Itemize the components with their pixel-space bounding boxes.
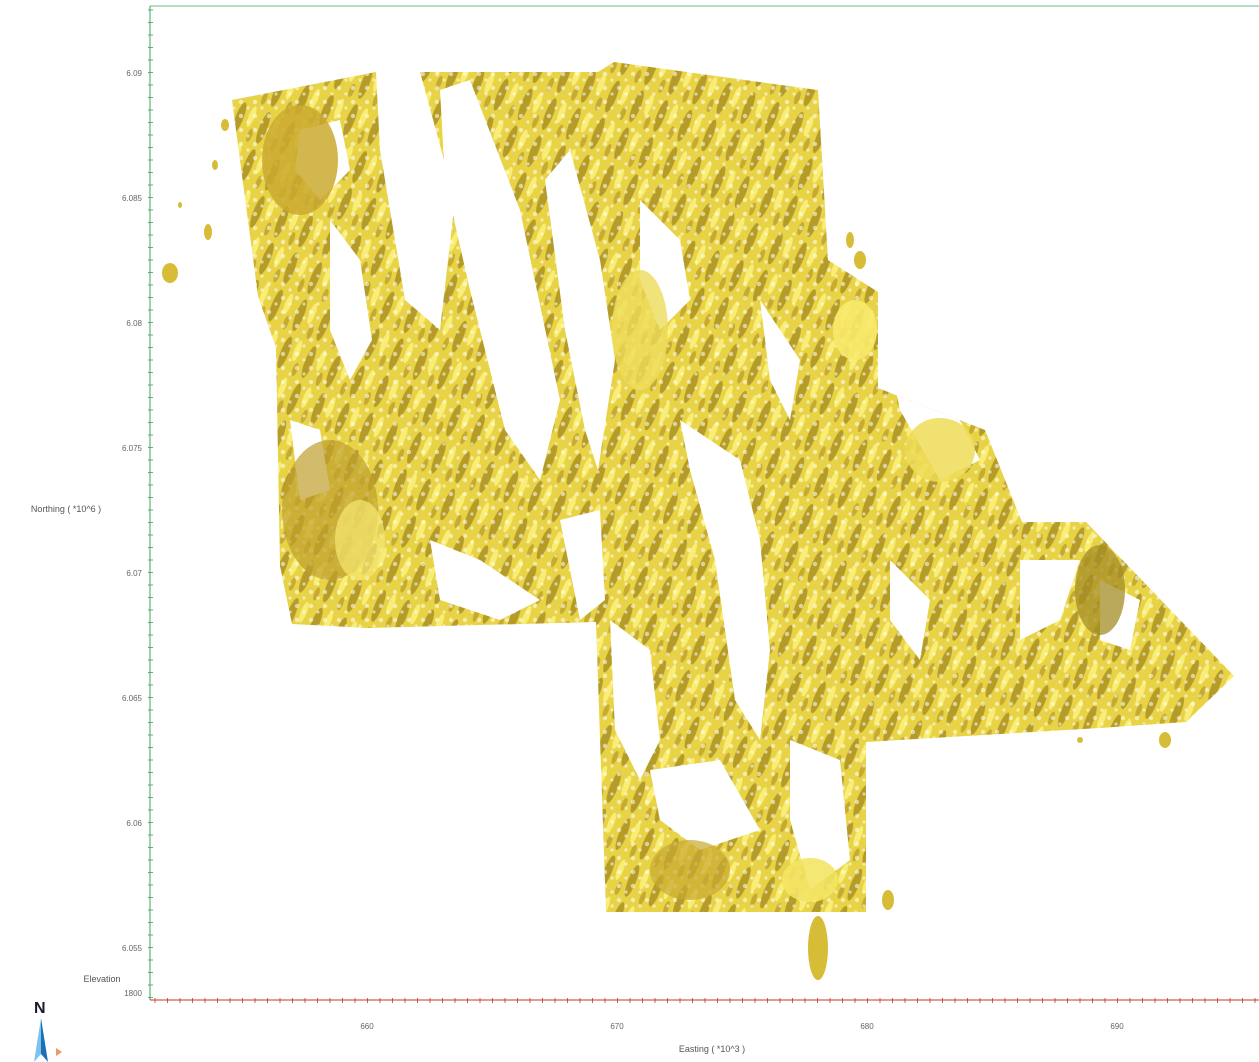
easting-tick-label: 690 <box>1110 1022 1124 1031</box>
outlier-anomalies <box>162 119 1171 980</box>
northing-tick-labels: 6.09 6.085 6.08 6.075 6.07 6.065 6.06 6.… <box>122 69 143 953</box>
easting-tick-labels: 660 670 680 690 <box>360 1022 1124 1031</box>
northing-tick-label: 6.085 <box>122 194 143 203</box>
northing-tick-label: 6.065 <box>122 694 143 703</box>
northing-tick-label: 6.08 <box>126 319 142 328</box>
axes-frame <box>148 5 1259 1003</box>
elevation-value: 1800 <box>124 989 142 998</box>
elevation-axis-title: Elevation <box>83 974 120 984</box>
north-arrow-label: N <box>34 1000 46 1017</box>
northing-tick-label: 6.09 <box>126 69 142 78</box>
northing-tick-label: 6.07 <box>126 569 142 578</box>
northing-tick-label: 6.06 <box>126 819 142 828</box>
north-arrow-icon <box>34 1018 62 1062</box>
easting-axis-title: Easting ( *10^3 ) <box>679 1044 745 1054</box>
easting-tick-label: 680 <box>860 1022 874 1031</box>
easting-minor-ticks <box>154 998 1256 1003</box>
easting-tick-label: 660 <box>360 1022 374 1031</box>
northing-axis-title: Northing ( *10^6 ) <box>31 504 101 514</box>
northing-tick-label: 6.075 <box>122 444 143 453</box>
easting-tick-label: 670 <box>610 1022 624 1031</box>
north-arrow: N <box>22 1000 62 1062</box>
northing-minor-ticks <box>148 9 153 998</box>
northing-tick-label: 6.055 <box>122 944 143 953</box>
survey-surface[interactable] <box>220 55 1240 925</box>
